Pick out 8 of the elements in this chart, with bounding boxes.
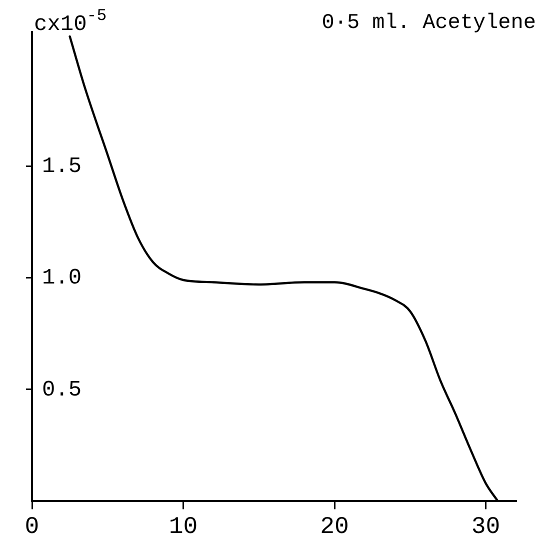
y-tick-label: 1.5 [42, 154, 82, 179]
y-tick-label: 0.5 [42, 377, 82, 402]
x-tick-label: 30 [471, 514, 500, 541]
x-tick-label: 0 [24, 514, 40, 541]
x-tick-label: 10 [168, 514, 198, 541]
chart-title: 0·5 ml. Acetylene [322, 12, 536, 35]
x-tick-label: 20 [320, 514, 349, 541]
y-tick-label: 1.0 [42, 266, 82, 291]
